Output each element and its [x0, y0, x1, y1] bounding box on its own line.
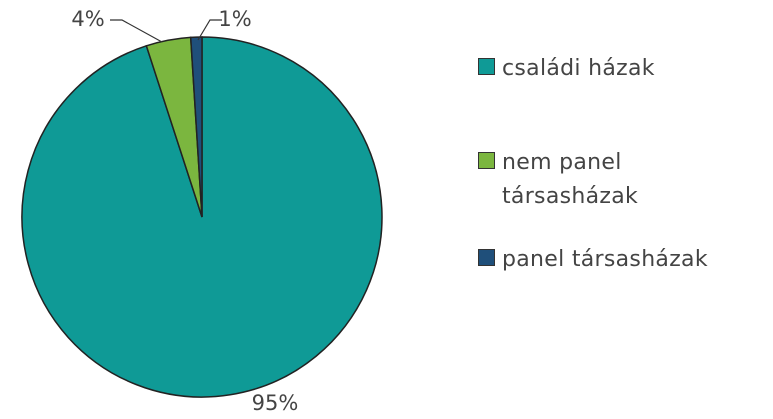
legend-label: családi házak [502, 56, 655, 81]
legend-label: panel társasházak [502, 247, 708, 272]
legend-swatch [478, 58, 495, 75]
legend-swatch [478, 152, 495, 169]
legend-item: nem panel társasházak [478, 146, 652, 214]
leader-line [197, 19, 222, 41]
pie-slice [189, 36, 203, 218]
legend-label: nem panel társasházak [502, 150, 639, 209]
data-label: 4% [71, 7, 104, 31]
leader-line [110, 19, 163, 43]
legend-item: családi házak [478, 52, 762, 86]
legend-item: panel társasházak [478, 243, 762, 277]
data-label: 95% [252, 391, 299, 415]
legend-swatch [478, 249, 495, 266]
data-label: 1% [218, 7, 251, 31]
